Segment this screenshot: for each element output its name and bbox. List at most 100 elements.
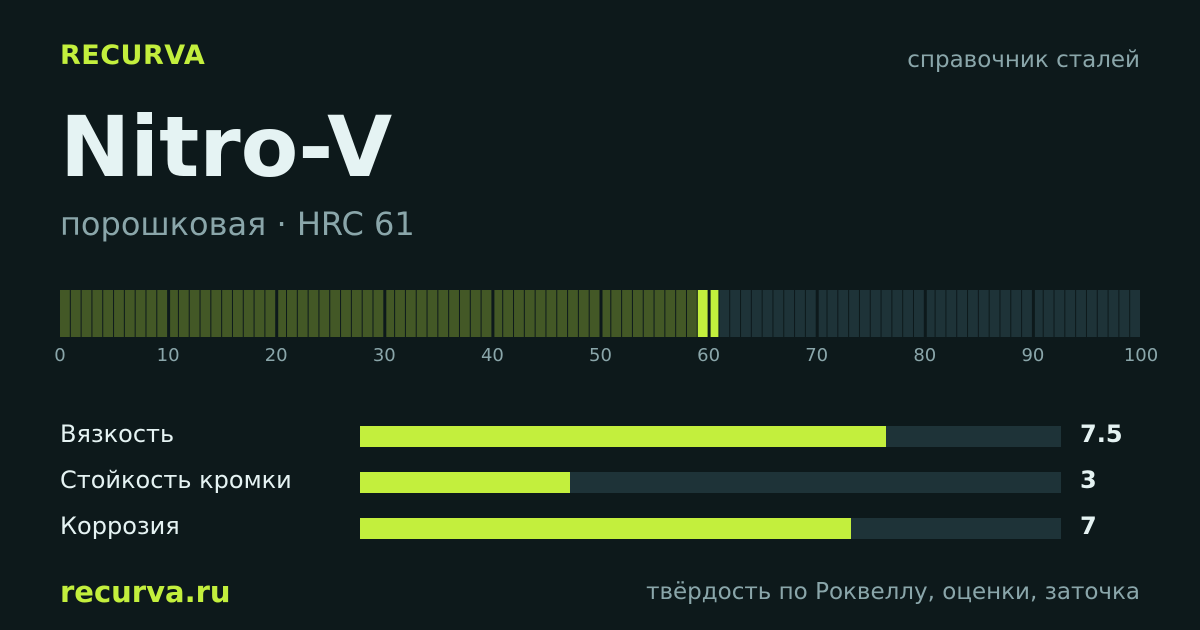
- scale-segment-filled: [535, 290, 546, 337]
- scale-segment-empty: [730, 290, 741, 337]
- scale-segment-filled: [449, 290, 459, 337]
- steel-subtitle: порошковая · HRC 61: [60, 205, 415, 243]
- scale-segment-empty: [818, 290, 827, 337]
- scale-segment-empty: [913, 290, 924, 337]
- scale-segment-filled: [60, 290, 70, 337]
- scale-segment-filled: [124, 290, 135, 337]
- scale-segment-filled: [622, 290, 632, 337]
- rating-value: 7.5: [1080, 420, 1123, 448]
- scale-segment-filled: [395, 290, 405, 337]
- tagline: справочник сталей: [907, 47, 1140, 73]
- scale-segment-filled: [135, 290, 146, 337]
- scale-segment-empty: [741, 290, 751, 337]
- scale-segment-empty: [1065, 290, 1076, 337]
- scale-segment-filled: [459, 290, 470, 337]
- scale-segment-filled: [524, 290, 535, 337]
- rating-label: Стойкость кромки: [60, 466, 292, 494]
- scale-segment-empty: [827, 290, 838, 337]
- rating-row: Стойкость кромки 3: [60, 464, 1140, 500]
- scale-segment-empty: [978, 290, 989, 337]
- scale-segment-filled: [297, 290, 308, 337]
- scale-segment-empty: [784, 290, 795, 337]
- scale-segment-empty: [903, 290, 913, 337]
- scale-segment-filled: [589, 290, 600, 337]
- scale-segment-filled: [643, 290, 654, 337]
- scale-segment-filled: [92, 290, 103, 337]
- scale-segment-filled: [654, 290, 665, 337]
- scale-tick-label: 10: [156, 345, 180, 366]
- scale-segment-filled: [211, 290, 222, 337]
- scale-tick-label: 70: [805, 345, 829, 366]
- scale-segment-empty: [1054, 290, 1065, 337]
- scale-segment-empty: [926, 290, 935, 337]
- scale-segment-empty: [1097, 290, 1108, 337]
- site-link[interactable]: recurva.ru: [60, 575, 231, 609]
- scale-segment-filled: [503, 290, 514, 337]
- scale-tick-label: 80: [913, 345, 937, 366]
- scale-segment-marker: [710, 290, 719, 337]
- scale-segment-empty: [1108, 290, 1119, 337]
- scale-segment-empty: [946, 290, 957, 337]
- rating-label: Коррозия: [60, 512, 180, 540]
- scale-segment-filled: [341, 290, 351, 337]
- scale-segment-empty: [968, 290, 978, 337]
- rating-fill: [360, 472, 571, 493]
- scale-segment-filled: [308, 290, 319, 337]
- rating-track: [360, 472, 1061, 493]
- scale-segment-filled: [243, 290, 254, 337]
- rating-value: 3: [1080, 466, 1097, 494]
- scale-tick-label: 50: [589, 345, 612, 366]
- scale-segment-filled: [351, 290, 362, 337]
- scale-segment-empty: [1000, 290, 1011, 337]
- scale-segment-empty: [1011, 290, 1022, 337]
- scale-segment-filled: [278, 290, 287, 337]
- scale-segment-filled: [319, 290, 330, 337]
- scale-segment-filled: [70, 290, 81, 337]
- scale-segment-filled: [362, 290, 373, 337]
- scale-segment-filled: [557, 290, 568, 337]
- scale-segment-empty: [849, 290, 859, 337]
- scale-segment-filled: [494, 290, 503, 337]
- brand-logo[interactable]: RECURVA: [60, 40, 206, 71]
- scale-segment-empty: [1022, 290, 1032, 337]
- scale-segment-empty: [773, 290, 784, 337]
- rating-row: Коррозия 7: [60, 510, 1140, 546]
- scale-tick-label: 90: [1021, 345, 1045, 366]
- footer-note: твёрдость по Роквеллу, оценки, заточка: [646, 579, 1140, 605]
- scale-segment-filled: [103, 290, 114, 337]
- scale-segment-filled: [189, 290, 200, 337]
- scale-segment-empty: [719, 290, 730, 337]
- hardness-scale-svg: [60, 290, 1140, 337]
- scale-segment-filled: [665, 290, 676, 337]
- rating-value: 7: [1080, 512, 1097, 540]
- scale-segment-empty: [1076, 290, 1086, 337]
- scale-segment-empty: [989, 290, 1000, 337]
- scale-segment-empty: [957, 290, 968, 337]
- scale-segment-empty: [859, 290, 870, 337]
- scale-tick-label: 0: [54, 345, 66, 366]
- scale-segment-empty: [1119, 290, 1130, 337]
- rating-label: Вязкость: [60, 420, 175, 448]
- scale-tick-label: 30: [372, 345, 396, 366]
- scale-segment-filled: [330, 290, 341, 337]
- scale-segment-filled: [81, 290, 92, 337]
- scale-segment-filled: [405, 290, 416, 337]
- scale-tick-label: 40: [480, 345, 504, 366]
- scale-segment-filled: [481, 290, 492, 337]
- scale-segment-empty: [1034, 290, 1043, 337]
- scale-segment-filled: [114, 290, 124, 337]
- scale-tick-label: 100: [1123, 345, 1159, 366]
- scale-segment-filled: [265, 290, 276, 337]
- scale-segment-filled: [373, 290, 384, 337]
- scale-segment-empty: [1043, 290, 1054, 337]
- scale-segment-filled: [632, 290, 643, 337]
- scale-segment-filled: [200, 290, 211, 337]
- rating-track: [360, 426, 1061, 447]
- scale-segment-filled: [157, 290, 168, 337]
- scale-segment-filled: [222, 290, 232, 337]
- scale-segment-filled: [602, 290, 611, 337]
- scale-segment-filled: [578, 290, 589, 337]
- scale-segment-empty: [751, 290, 762, 337]
- steel-name: Nitro-V: [60, 98, 393, 196]
